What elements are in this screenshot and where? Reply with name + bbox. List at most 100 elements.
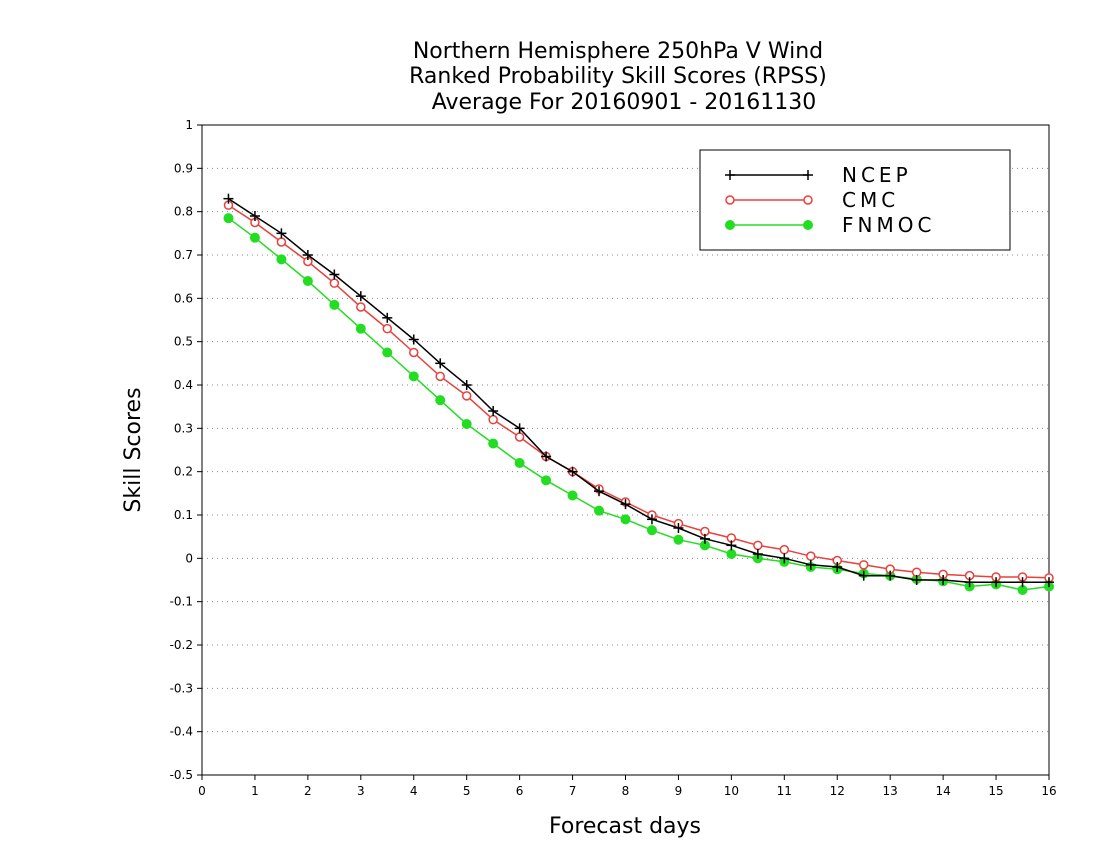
data-point-ncep	[752, 549, 763, 559]
y-tick-label: -0.5	[170, 768, 193, 782]
y-tick-label: -0.4	[170, 725, 193, 739]
data-point-cmc	[488, 414, 498, 425]
y-tick-label: 0.2	[174, 465, 193, 479]
legend-item-fnmoc: FNMOC	[725, 213, 935, 237]
x-tick-label: 9	[675, 784, 683, 798]
legend-label: CMC	[842, 188, 899, 212]
data-point-ncep	[594, 486, 605, 497]
title-line-3: Average For 20160901 - 20161130	[432, 90, 817, 115]
x-tick-label: 11	[777, 784, 792, 798]
data-point-fnmoc	[382, 347, 393, 358]
x-tick-label: 10	[724, 784, 739, 798]
data-point-cmc	[461, 391, 472, 401]
x-axis-title: Forecast days	[549, 814, 701, 839]
x-tick-label: 0	[198, 784, 206, 798]
data-point-ncep	[805, 559, 816, 570]
data-point-ncep	[435, 358, 446, 369]
y-tick-label: 0.5	[174, 335, 193, 349]
data-point-fnmoc	[276, 254, 287, 265]
x-tick-label: 1	[251, 784, 259, 798]
x-tick-label: 6	[516, 784, 524, 798]
data-point-ncep	[1017, 577, 1028, 588]
x-tick-label: 3	[357, 784, 365, 798]
data-point-ncep	[567, 466, 578, 477]
legend-item-cmc: CMC	[725, 188, 899, 212]
x-tick-label: 16	[1041, 784, 1056, 798]
data-point-ncep	[276, 228, 287, 239]
legend-marker	[725, 170, 735, 180]
data-point-ncep	[911, 575, 922, 585]
data-point-cmc	[753, 540, 763, 551]
y-tick-label: 0.7	[174, 248, 193, 262]
data-point-cmc	[514, 432, 525, 442]
legend-marker	[725, 220, 735, 230]
data-point-cmc	[356, 302, 366, 312]
x-axis-ticks: 0 1 2 3 4 5 6 7 8 9 10 11 12 13 14 15 16	[198, 775, 1057, 798]
y-axis-title: Skill Scores	[121, 387, 146, 512]
data-point-fnmoc	[726, 549, 737, 559]
data-point-cmc	[858, 560, 869, 570]
data-point-ncep	[408, 334, 419, 345]
data-point-ncep	[329, 269, 340, 280]
data-point-fnmoc	[355, 323, 366, 334]
data-point-cmc	[779, 544, 790, 555]
data-point-cmc	[329, 278, 340, 288]
data-point-ncep	[832, 562, 843, 572]
x-tick-label: 8	[622, 784, 630, 798]
series-line-fnmoc	[228, 217, 1050, 591]
data-point-ncep	[355, 291, 366, 302]
data-point-fnmoc	[302, 276, 313, 286]
y-tick-label: 0.8	[174, 205, 193, 219]
data-point-ncep	[885, 570, 896, 581]
data-point-ncep	[646, 514, 657, 525]
data-point-ncep	[461, 380, 472, 390]
data-point-ncep	[726, 540, 737, 551]
data-point-ncep	[779, 553, 790, 564]
data-series	[223, 193, 1054, 595]
data-point-ncep	[1044, 577, 1054, 588]
data-point-cmc	[409, 347, 419, 358]
data-point-fnmoc	[594, 505, 605, 516]
data-point-cmc	[806, 551, 816, 561]
y-tick-label: 0.6	[174, 291, 193, 305]
legend-marker	[803, 220, 813, 230]
x-tick-label: 12	[830, 784, 845, 798]
y-axis-ticks: -0.5 -0.4 -0.3 -0.2 -0.1 0 0.1 0.2 0.3 0.4 0.5 0.6 0…	[170, 118, 202, 782]
data-point-ncep	[964, 577, 975, 588]
data-point-ncep	[249, 211, 260, 221]
data-point-ncep	[514, 423, 525, 434]
data-point-ncep	[541, 451, 552, 462]
y-tick-label: -0.2	[170, 638, 193, 652]
data-point-fnmoc	[461, 419, 472, 429]
data-point-ncep	[223, 193, 234, 204]
data-point-fnmoc	[514, 458, 525, 468]
y-tick-label: -0.3	[170, 681, 193, 695]
data-point-ncep	[991, 577, 1002, 588]
x-tick-label: 2	[304, 784, 312, 798]
x-tick-label: 13	[883, 784, 898, 798]
chart-title: Northern Hemisphere 250hPa V Wind Ranked…	[409, 39, 827, 115]
data-point-fnmoc	[329, 299, 340, 310]
title-line-1: Northern Hemisphere 250hPa V Wind	[413, 39, 823, 64]
data-point-fnmoc	[488, 438, 499, 449]
data-point-ncep	[699, 533, 710, 544]
x-tick-label: 14	[935, 784, 950, 798]
y-tick-label: 0.9	[174, 161, 193, 175]
legend-label: NCEP	[842, 163, 912, 187]
y-tick-label: 1	[185, 118, 193, 132]
data-point-ncep	[673, 523, 684, 533]
data-point-cmc	[276, 237, 287, 247]
x-tick-label: 7	[569, 784, 577, 798]
data-point-ncep	[302, 250, 313, 260]
grid-lines	[202, 167, 1049, 733]
y-tick-label: 0.4	[174, 378, 193, 392]
data-point-ncep	[620, 499, 631, 510]
x-tick-label: 4	[410, 784, 418, 798]
series-ncep	[223, 193, 1054, 588]
data-point-fnmoc	[646, 525, 657, 536]
data-point-cmc	[435, 371, 445, 382]
legend-label: FNMOC	[842, 213, 935, 237]
x-tick-label: 15	[988, 784, 1003, 798]
